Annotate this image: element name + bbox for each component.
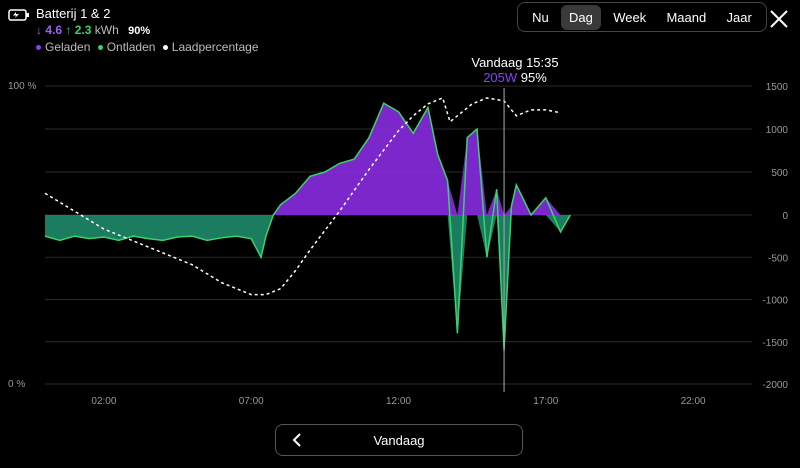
y-right-tick-label: -2000 bbox=[762, 380, 788, 391]
charge-area bbox=[45, 103, 571, 215]
tab-nu[interactable]: Nu bbox=[532, 9, 549, 25]
energy-unit: kWh bbox=[94, 23, 119, 37]
y-right-tick-label: -1500 bbox=[762, 338, 788, 349]
chart-tooltip: Vandaag 15:35 205W 95% bbox=[440, 55, 590, 85]
legend-discharged: Ontladen bbox=[106, 40, 156, 54]
date-label: Vandaag bbox=[373, 433, 425, 448]
tab-week[interactable]: Week bbox=[613, 9, 647, 25]
soc-series-line bbox=[44, 96, 561, 296]
legend-discharged-dot bbox=[97, 45, 103, 51]
chevron-left-icon[interactable] bbox=[290, 432, 304, 448]
x-tick-label: 12:00 bbox=[386, 396, 411, 407]
charged-value: 4.6 bbox=[45, 23, 63, 37]
y-right-tick-label: 500 bbox=[771, 168, 788, 179]
y-right-tick-label: -500 bbox=[768, 253, 788, 264]
x-tick-label: 22:00 bbox=[681, 396, 706, 407]
y-left-tick-label: 100 % bbox=[8, 81, 36, 92]
battery-percentage: 90% bbox=[128, 25, 151, 37]
discharged-arrow: ↑ bbox=[65, 23, 72, 37]
period-selector: Nu Dag Week Maand Jaar bbox=[517, 2, 767, 32]
tooltip-power: 205W bbox=[483, 70, 518, 85]
chart-legend: Geladen Ontladen Laadpercentage bbox=[36, 40, 259, 54]
x-tick-label: 07:00 bbox=[239, 396, 264, 407]
tab-maand[interactable]: Maand bbox=[666, 9, 707, 25]
battery-icon bbox=[8, 9, 29, 21]
y-left-tick-label: 0 % bbox=[8, 379, 25, 390]
close-icon[interactable] bbox=[768, 8, 790, 30]
x-tick-label: 17:00 bbox=[533, 396, 558, 407]
charged-arrow: ↓ bbox=[36, 23, 42, 37]
discharge-area bbox=[45, 215, 571, 351]
tab-jaar[interactable]: Jaar bbox=[726, 9, 752, 25]
date-navigator: Vandaag bbox=[275, 424, 523, 456]
tab-dag[interactable]: Dag bbox=[561, 4, 601, 30]
x-tick-label: 02:00 bbox=[91, 396, 116, 407]
power-series-line bbox=[44, 102, 571, 351]
legend-percentage: Laadpercentage bbox=[171, 40, 259, 54]
y-right-tick-label: 1500 bbox=[766, 82, 789, 93]
discharged-value: 2.3 bbox=[74, 23, 92, 37]
battery-title: Batterij 1 & 2 bbox=[36, 6, 111, 21]
y-right-tick-label: 0 bbox=[782, 211, 788, 222]
energy-summary: ↓ 4.6 ↑ 2.3 kWh 90% bbox=[36, 23, 150, 37]
legend-charged-dot bbox=[36, 45, 41, 51]
legend-percentage-dot bbox=[162, 45, 168, 51]
y-right-tick-label: 1000 bbox=[766, 125, 789, 136]
tooltip-percent: 95% bbox=[520, 70, 547, 85]
y-right-tick-label: -1000 bbox=[762, 296, 788, 307]
tooltip-title: Vandaag 15:35 bbox=[471, 55, 559, 70]
legend-charged: Geladen bbox=[45, 40, 91, 54]
